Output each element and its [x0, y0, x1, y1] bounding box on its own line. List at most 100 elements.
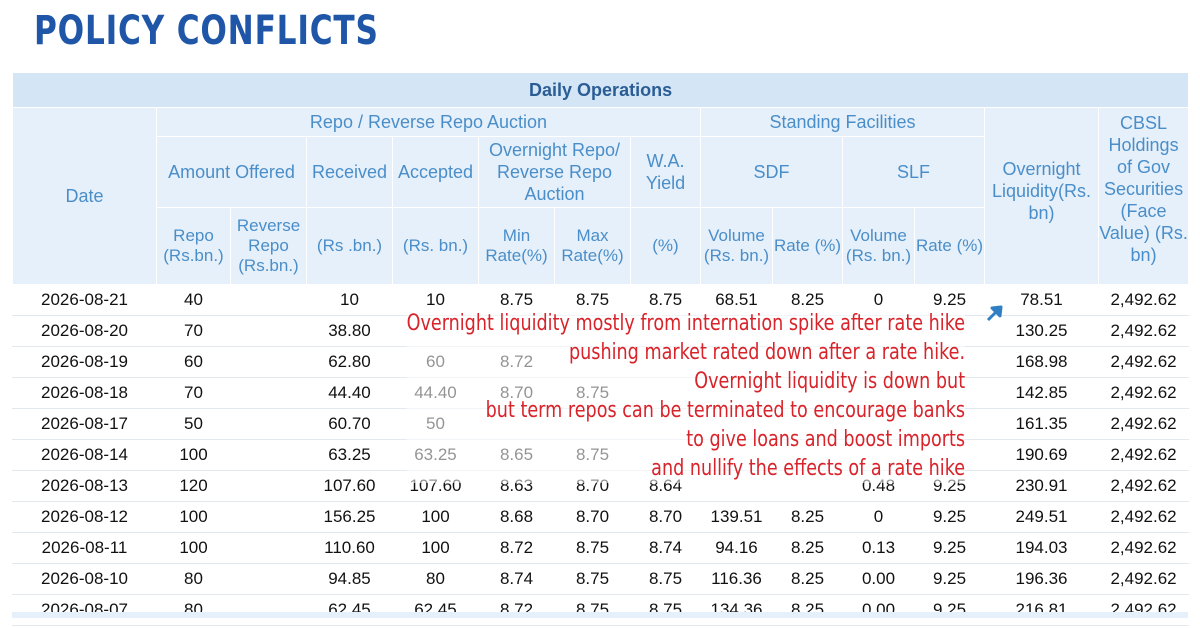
cell-accepted: 62.45 — [392, 594, 479, 626]
cell-reverse-repo — [230, 501, 307, 533]
cell-date: 2026-08-17 — [12, 408, 157, 440]
header-sdf-volume: Volume (Rs. bn.) — [700, 207, 773, 285]
cell-wa-yield: 8.74 — [630, 532, 701, 564]
header-accepted: Accepted — [392, 136, 479, 208]
cell-overnight-liquidity: 194.03 — [984, 532, 1099, 564]
cell-date: 2026-08-20 — [12, 315, 157, 347]
cell-received: 94.85 — [306, 563, 393, 595]
cell-sdf-volume: 139.51 — [700, 501, 773, 533]
cell-repo: 50 — [156, 408, 231, 440]
header-wa-yield: W.A. Yield — [630, 136, 701, 208]
cell-repo: 100 — [156, 501, 231, 533]
table-row: 2026-08-07 80 62.45 62.45 8.72 8.75 8.75 134.36… — [12, 594, 1190, 626]
cell-repo: 100 — [156, 532, 231, 564]
cell-sdf-volume: 94.16 — [700, 532, 773, 564]
cell-max-rate: 8.75 — [554, 594, 631, 626]
header-min-rate: Min Rate(%) — [478, 207, 555, 285]
cell-sdf-volume: 116.36 — [700, 563, 773, 595]
cell-received: 10 — [306, 284, 393, 316]
header-date: Date — [12, 107, 157, 285]
cell-received: 62.45 — [306, 594, 393, 626]
cell-slf-volume: 0 — [842, 501, 915, 533]
cell-overnight-liquidity: 190.69 — [984, 439, 1099, 471]
cell-cbsl-holdings: 2,492.62 — [1097, 532, 1190, 564]
cell-accepted: 100 — [392, 532, 479, 564]
cell-date: 2026-08-19 — [12, 346, 157, 378]
cell-cbsl-holdings: 2,492.62 — [1097, 377, 1190, 409]
header-overnight-auction: Overnight Repo/ Reverse Repo Auction — [478, 136, 631, 208]
cell-reverse-repo — [230, 377, 307, 409]
header-cbsl-holdings: CBSL Holdings of Gov Securities (Face Va… — [1097, 107, 1190, 285]
header-sdf-rate: Rate (%) — [772, 207, 843, 285]
annotation-line: and nullify the effects of a rate hike — [406, 454, 965, 483]
cell-max-rate: 8.75 — [554, 563, 631, 595]
cell-date: 2026-08-11 — [12, 532, 157, 564]
cell-reverse-repo — [230, 439, 307, 471]
header-repo: Repo (Rs.bn.) — [156, 207, 231, 285]
cell-wa-yield: 8.70 — [630, 501, 701, 533]
header-sdf: SDF — [700, 136, 843, 208]
cell-cbsl-holdings: 2,492.62 — [1097, 501, 1190, 533]
cell-received: 156.25 — [306, 501, 393, 533]
cell-wa-yield: 8.75 — [630, 563, 701, 595]
cell-reverse-repo — [230, 563, 307, 595]
cell-repo: 120 — [156, 470, 231, 502]
cell-overnight-liquidity: 78.51 — [984, 284, 1099, 316]
cell-max-rate: 8.70 — [554, 501, 631, 533]
annotation-line: pushing market rated down after a rate h… — [406, 338, 965, 367]
cell-cbsl-holdings: 2,492.62 — [1097, 470, 1190, 502]
cell-repo: 100 — [156, 439, 231, 471]
cell-repo: 70 — [156, 315, 231, 347]
header-received-unit: (Rs .bn.) — [306, 207, 393, 285]
cell-cbsl-holdings: 2,492.62 — [1097, 563, 1190, 595]
annotation-line: Overnight liquidity mostly from internat… — [406, 309, 965, 338]
cell-overnight-liquidity: 249.51 — [984, 501, 1099, 533]
annotation-line: Overnight liquidity is down but — [406, 367, 965, 396]
cell-received: 38.80 — [306, 315, 393, 347]
header-slf-volume: Volume (Rs. bn.) — [842, 207, 915, 285]
cell-accepted: 100 — [392, 501, 479, 533]
cell-received: 110.60 — [306, 532, 393, 564]
cell-min-rate: 8.72 — [478, 532, 555, 564]
cell-accepted: 80 — [392, 563, 479, 595]
header-slf-rate: Rate (%) — [914, 207, 985, 285]
cell-reverse-repo — [230, 284, 307, 316]
cell-cbsl-holdings: 2,492.62 — [1097, 439, 1190, 471]
cell-reverse-repo — [230, 470, 307, 502]
header-received: Received — [306, 136, 393, 208]
cell-cbsl-holdings: 2,492.62 — [1097, 594, 1190, 626]
cell-slf-rate: 9.25 — [914, 594, 985, 626]
cell-cbsl-holdings: 2,492.62 — [1097, 284, 1190, 316]
cell-date: 2026-08-14 — [12, 439, 157, 471]
cell-sdf-rate: 8.25 — [772, 563, 843, 595]
cell-repo: 80 — [156, 594, 231, 626]
cell-repo: 80 — [156, 563, 231, 595]
cell-reverse-repo — [230, 315, 307, 347]
header-yield-unit: (%) — [630, 207, 701, 285]
header-reverse-repo: Reverse Repo (Rs.bn.) — [230, 207, 307, 285]
cell-slf-volume: 0.13 — [842, 532, 915, 564]
cell-overnight-liquidity: 216.81 — [984, 594, 1099, 626]
header-accepted-unit: (Rs. bn.) — [392, 207, 479, 285]
cell-slf-rate: 9.25 — [914, 501, 985, 533]
header-overnight-liquidity: Overnight Liquidity(Rs. bn) — [984, 107, 1099, 285]
cell-overnight-liquidity: 230.91 — [984, 470, 1099, 502]
cell-received: 63.25 — [306, 439, 393, 471]
cell-overnight-liquidity: 161.35 — [984, 408, 1099, 440]
cell-overnight-liquidity: 130.25 — [984, 315, 1099, 347]
cell-date: 2026-08-13 — [12, 470, 157, 502]
cell-cbsl-holdings: 2,492.62 — [1097, 315, 1190, 347]
cell-reverse-repo — [230, 594, 307, 626]
cell-cbsl-holdings: 2,492.62 — [1097, 408, 1190, 440]
table-footer-bar — [12, 612, 1188, 618]
cell-sdf-rate: 8.25 — [772, 501, 843, 533]
cell-sdf-rate: 8.25 — [772, 594, 843, 626]
cell-date: 2026-08-12 — [12, 501, 157, 533]
page-title: POLICY CONFLICTS — [34, 8, 379, 54]
header-max-rate: Max Rate(%) — [554, 207, 631, 285]
cell-repo: 70 — [156, 377, 231, 409]
cell-wa-yield: 8.75 — [630, 594, 701, 626]
cell-reverse-repo — [230, 346, 307, 378]
header-amount-offered: Amount Offered — [156, 136, 307, 208]
cell-min-rate: 8.72 — [478, 594, 555, 626]
